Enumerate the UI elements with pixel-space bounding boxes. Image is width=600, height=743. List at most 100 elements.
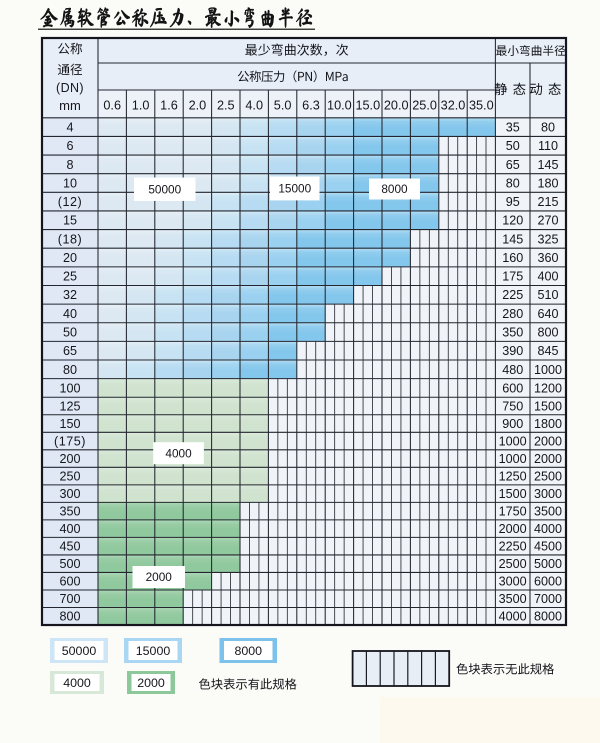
svg-text:8000: 8000: [381, 182, 408, 196]
svg-text:1000: 1000: [499, 452, 527, 466]
svg-text:10.0: 10.0: [327, 98, 352, 112]
svg-text:6: 6: [66, 139, 73, 153]
svg-text:15000: 15000: [278, 182, 311, 196]
svg-text:270: 270: [537, 214, 558, 228]
svg-text:1.0: 1.0: [132, 98, 150, 112]
svg-text:20: 20: [63, 251, 77, 265]
svg-text:2.5: 2.5: [217, 98, 235, 112]
svg-text:4.0: 4.0: [245, 98, 263, 112]
svg-text:25: 25: [63, 270, 77, 284]
svg-text:2000: 2000: [137, 676, 165, 690]
svg-text:600: 600: [502, 381, 523, 395]
svg-text:1800: 1800: [534, 417, 562, 431]
svg-text:150: 150: [59, 417, 80, 431]
svg-text:2250: 2250: [499, 540, 527, 554]
svg-text:215: 215: [537, 195, 558, 209]
svg-text:3000: 3000: [499, 575, 527, 589]
svg-text:2000: 2000: [534, 435, 562, 449]
svg-text:500: 500: [59, 557, 80, 571]
svg-text:1750: 1750: [499, 505, 527, 519]
svg-text:6.3: 6.3: [302, 98, 320, 112]
svg-text:800: 800: [59, 610, 80, 624]
svg-text:(175): (175): [54, 435, 86, 449]
svg-text:145: 145: [502, 232, 523, 246]
svg-text:25.0: 25.0: [412, 98, 437, 112]
svg-text:1.6: 1.6: [160, 98, 178, 112]
svg-text:300: 300: [59, 487, 80, 501]
svg-text:2.0: 2.0: [189, 98, 207, 112]
svg-text:1500: 1500: [534, 399, 562, 413]
svg-text:4000: 4000: [165, 446, 192, 460]
svg-text:15.0: 15.0: [355, 98, 380, 112]
svg-text:7000: 7000: [534, 592, 562, 606]
svg-text:2500: 2500: [499, 557, 527, 571]
svg-text:(DN): (DN): [56, 81, 84, 95]
svg-text:0.6: 0.6: [103, 98, 121, 112]
svg-text:225: 225: [502, 288, 523, 302]
svg-text:110: 110: [538, 139, 558, 153]
svg-text:360: 360: [537, 251, 558, 265]
svg-text:6000: 6000: [534, 575, 562, 589]
svg-text:50000: 50000: [148, 182, 181, 196]
svg-text:400: 400: [537, 270, 558, 284]
svg-text:(18): (18): [58, 232, 82, 246]
svg-text:180: 180: [537, 176, 558, 190]
svg-text:3000: 3000: [534, 487, 562, 501]
svg-text:145: 145: [537, 158, 558, 172]
svg-text:80: 80: [541, 121, 555, 135]
svg-text:35.0: 35.0: [469, 98, 494, 112]
svg-text:mm: mm: [59, 98, 81, 113]
svg-text:95: 95: [506, 195, 520, 209]
svg-text:35: 35: [506, 121, 520, 135]
svg-text:1200: 1200: [534, 381, 562, 395]
svg-text:4000: 4000: [63, 676, 91, 690]
svg-text:15000: 15000: [136, 644, 171, 658]
svg-text:700: 700: [59, 592, 80, 606]
svg-text:1250: 1250: [499, 470, 527, 484]
svg-text:80: 80: [506, 176, 520, 190]
svg-text:50: 50: [506, 139, 520, 153]
svg-text:2000: 2000: [499, 522, 527, 536]
svg-text:350: 350: [502, 325, 523, 339]
svg-text:20.0: 20.0: [384, 98, 409, 112]
svg-text:2000: 2000: [534, 452, 562, 466]
svg-text:250: 250: [59, 470, 80, 484]
svg-text:65: 65: [63, 344, 77, 358]
svg-text:640: 640: [537, 307, 558, 321]
svg-text:5000: 5000: [534, 557, 562, 571]
svg-text:1000: 1000: [499, 435, 527, 449]
svg-text:2500: 2500: [534, 470, 562, 484]
svg-text:175: 175: [502, 270, 523, 284]
svg-text:600: 600: [59, 575, 80, 589]
svg-text:510: 510: [537, 288, 558, 302]
svg-text:8000: 8000: [534, 610, 562, 624]
svg-text:4000: 4000: [534, 522, 562, 536]
svg-text:325: 325: [537, 232, 558, 246]
svg-text:280: 280: [502, 307, 523, 321]
svg-text:32.0: 32.0: [441, 98, 466, 112]
svg-text:5.0: 5.0: [274, 98, 292, 112]
svg-text:3500: 3500: [499, 592, 527, 606]
svg-text:900: 900: [502, 417, 523, 431]
svg-text:4: 4: [66, 121, 73, 135]
svg-text:4500: 4500: [534, 540, 562, 554]
svg-text:65: 65: [506, 158, 520, 172]
svg-text:100: 100: [59, 381, 80, 395]
svg-text:(12): (12): [58, 195, 82, 209]
svg-text:160: 160: [502, 251, 523, 265]
svg-text:8: 8: [66, 158, 73, 172]
svg-text:32: 32: [63, 288, 77, 302]
svg-text:10: 10: [63, 176, 77, 190]
svg-text:200: 200: [59, 452, 80, 466]
svg-text:400: 400: [59, 522, 80, 536]
svg-text:2000: 2000: [146, 570, 173, 584]
svg-text:80: 80: [63, 363, 77, 377]
svg-text:125: 125: [59, 399, 80, 413]
svg-text:40: 40: [63, 307, 77, 321]
svg-text:50: 50: [63, 325, 77, 339]
svg-text:350: 350: [59, 505, 80, 519]
svg-text:1000: 1000: [534, 363, 562, 377]
svg-text:750: 750: [502, 399, 523, 413]
svg-text:50000: 50000: [62, 644, 97, 658]
svg-text:120: 120: [502, 214, 523, 228]
